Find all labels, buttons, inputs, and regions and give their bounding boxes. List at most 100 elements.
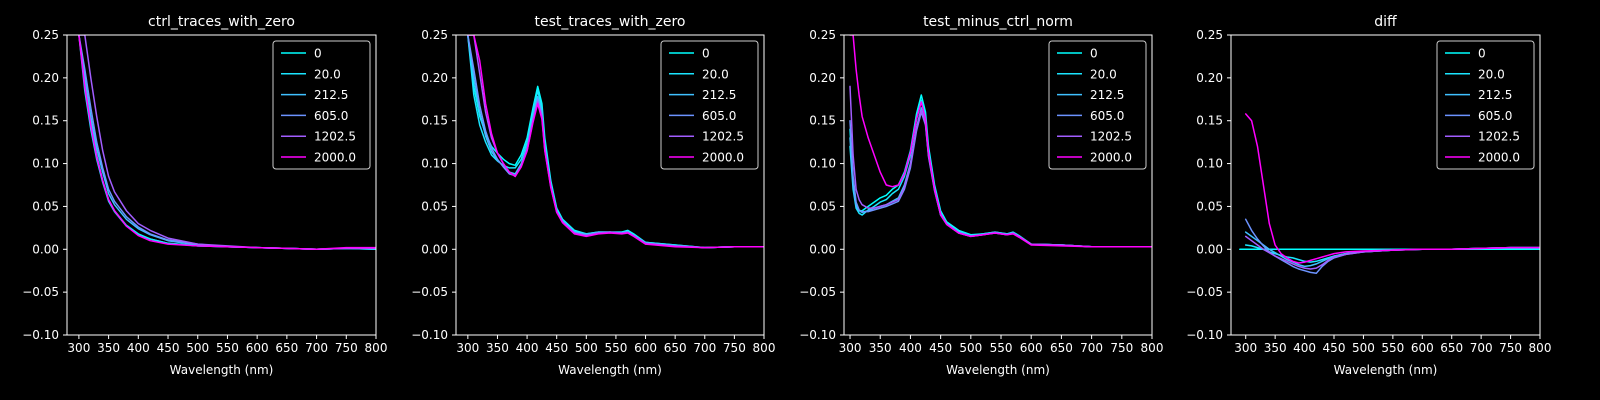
- x-tick-label: 300: [456, 341, 479, 355]
- legend-label: 605.0: [702, 109, 736, 123]
- x-tick-label: 550: [604, 341, 627, 355]
- y-tick-label: 0.00: [421, 242, 448, 256]
- legend-label: 2000.0: [314, 151, 356, 165]
- chart-title: ctrl_traces_with_zero: [148, 14, 295, 30]
- x-tick-label: 350: [869, 341, 892, 355]
- legend: 0 20.0 212.5 605.0 1202.5 2000.0: [1048, 40, 1147, 170]
- x-tick-label: 650: [1440, 341, 1463, 355]
- legend-item: 212.5: [281, 88, 348, 102]
- y-tick-label: 0.20: [421, 71, 448, 85]
- legend-label: 20.0: [1478, 67, 1505, 81]
- axes-frame: [66, 34, 377, 336]
- series-lines: [467, 35, 764, 249]
- legend-item: 0: [1057, 47, 1098, 61]
- legend-item: 20.0: [281, 67, 341, 81]
- series-line-605-0: [1244, 218, 1540, 275]
- legend-label: 2000.0: [702, 151, 744, 165]
- x-tick-label: 750: [723, 341, 746, 355]
- x-tick-label: 600: [634, 341, 657, 355]
- legend-item: 2000.0: [1445, 151, 1520, 165]
- x-tick-label: 750: [335, 341, 358, 355]
- legend-item: 605.0: [669, 109, 736, 123]
- legend-item: 212.5: [669, 88, 736, 102]
- series-line-2000-0: [1244, 113, 1540, 264]
- legend-item: 1202.5: [281, 130, 356, 144]
- legend-item: 20.0: [1445, 67, 1505, 81]
- legend-label: 1202.5: [702, 130, 744, 144]
- y-tick-label: 0.15: [421, 114, 448, 128]
- legend-label: 605.0: [1478, 109, 1512, 123]
- legend-label: 212.5: [1478, 88, 1512, 102]
- x-tick-label: 650: [275, 341, 298, 355]
- legend-label: 20.0: [1090, 67, 1117, 81]
- chart-title: diff: [1374, 14, 1397, 30]
- legend-item: 605.0: [1445, 109, 1512, 123]
- series-line-2000-0: [849, 35, 1152, 248]
- x-tick-label: 700: [1470, 341, 1493, 355]
- x-tick-label: 800: [753, 341, 776, 355]
- x-tick-label: 400: [1293, 341, 1316, 355]
- x-tick-label: 500: [575, 341, 598, 355]
- y-tick-label: 0.25: [809, 28, 836, 42]
- legend-item: 212.5: [1445, 88, 1512, 102]
- y-tick-label: −0.05: [1186, 285, 1223, 299]
- x-tick-label: 600: [246, 341, 269, 355]
- x-tick-label: 750: [1499, 341, 1522, 355]
- legend-item: 0: [281, 47, 322, 61]
- y-tick-label: 0.10: [1196, 157, 1223, 171]
- legend-item: 605.0: [281, 109, 348, 123]
- x-tick-label: 800: [1529, 341, 1552, 355]
- chart-title: test_minus_ctrl_norm: [923, 14, 1073, 30]
- y-tick-label: 0.05: [809, 199, 836, 213]
- x-tick-label: 300: [67, 341, 90, 355]
- legend-item: 20.0: [1057, 67, 1117, 81]
- x-tick-label: 350: [1264, 341, 1287, 355]
- x-tick-label: 800: [365, 341, 388, 355]
- y-tick-label: 0.25: [1196, 28, 1223, 42]
- legend-item: 1202.5: [1445, 130, 1520, 144]
- legend-label: 1202.5: [1478, 130, 1520, 144]
- y-tick-label: 0.05: [32, 199, 59, 213]
- y-tick-label: 0.25: [32, 28, 59, 42]
- x-axis-label: Wavelength (nm): [170, 363, 274, 377]
- x-tick-label: 450: [929, 341, 952, 355]
- x-tick-label: 700: [1080, 341, 1103, 355]
- legend-item: 20.0: [669, 67, 729, 81]
- x-tick-label: 650: [1050, 341, 1073, 355]
- x-tick-label: 450: [545, 341, 568, 355]
- axes-frame: [455, 34, 765, 336]
- legend-item: 0: [669, 47, 710, 61]
- legend-label: 1202.5: [1090, 130, 1132, 144]
- y-tick-label: 0.10: [421, 157, 448, 171]
- legend: 0 20.0 212.5 605.0 1202.5 2000.0: [660, 40, 759, 170]
- legend-label: 0: [314, 47, 322, 61]
- x-tick-label: 450: [157, 341, 180, 355]
- chart-panel-4: 300 350 400 450 500 550 600 650 700 750 800 −0.10 −0…: [1186, 14, 1551, 377]
- chart-title: test_traces_with_zero: [535, 14, 686, 30]
- y-tick-label: 0.20: [1196, 71, 1223, 85]
- y-tick-label: −0.10: [411, 328, 448, 342]
- legend-label: 2000.0: [1090, 151, 1132, 165]
- legend-item: 212.5: [1057, 88, 1124, 102]
- legend-label: 1202.5: [314, 130, 356, 144]
- legend-box: [1048, 40, 1147, 170]
- x-tick-label: 550: [990, 341, 1013, 355]
- legend-item: 2000.0: [1057, 151, 1132, 165]
- x-tick-label: 300: [839, 341, 862, 355]
- legend-label: 212.5: [314, 88, 348, 102]
- x-axis-label: Wavelength (nm): [558, 363, 662, 377]
- axes-frame: [843, 34, 1153, 336]
- chart-panel-3: 300 350 400 450 500 550 600 650 700 750 800 −0.10 −0…: [799, 14, 1163, 377]
- legend-item: 1202.5: [669, 130, 744, 144]
- legend: 0 20.0 212.5 605.0 1202.5 2000.0: [1436, 40, 1535, 170]
- y-tick-label: 0.00: [32, 242, 59, 256]
- y-tick-label: 0.15: [32, 114, 59, 128]
- y-tick-label: −0.10: [1186, 328, 1223, 342]
- x-tick-label: 750: [1110, 341, 1133, 355]
- x-tick-label: 500: [1352, 341, 1375, 355]
- legend-label: 0: [1090, 47, 1098, 61]
- chart-panel-1: 300 350 400 450 500 550 600 650 700 750 800 −0.10 −0…: [22, 14, 387, 377]
- y-tick-label: 0.05: [421, 199, 448, 213]
- x-tick-label: 350: [486, 341, 509, 355]
